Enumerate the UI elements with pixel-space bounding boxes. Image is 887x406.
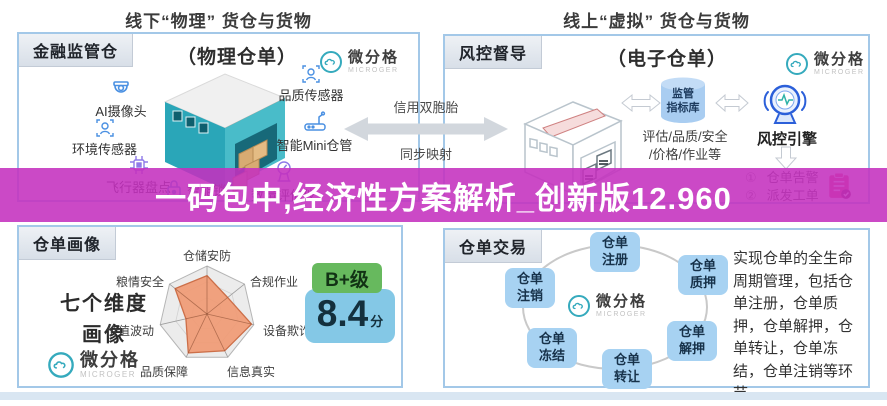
- promo-banner: 一码包中,经济性方案解析_创新版12.960: [0, 168, 887, 222]
- sync-arrow-icon: [715, 93, 749, 113]
- dimension-title: 七个维度 画像: [60, 293, 148, 346]
- node-receipt-transfer: 仓单 转让: [602, 349, 652, 389]
- node-receipt-release: 仓单 解押: [667, 321, 717, 361]
- bridge-bottom-label: 同步映射: [399, 147, 452, 162]
- panel-receipt-trading: 仓单交易 仓单 注册 仓单 质押 仓单 解押 仓单 转让 仓单 冻结 仓单 注销…: [443, 228, 870, 402]
- microger-logo-icon: [568, 295, 590, 317]
- microger-logo-icon: [48, 352, 74, 378]
- promo-banner-text: 一码包中,经济性方案解析_创新版12.960: [155, 180, 732, 216]
- badge-financial-supervision: 金融监管仓: [19, 34, 134, 67]
- score-unit: 分: [370, 314, 384, 329]
- brand-name: 微分格: [80, 350, 140, 370]
- header-virtual-column: 线上“虚拟” 货仓与货物: [563, 12, 750, 31]
- brand-subname: MICROGER: [596, 311, 647, 318]
- brand-subname: MICROGER: [348, 67, 399, 74]
- brand-subname: MICROGER: [814, 69, 865, 76]
- device-label: 品质传感器: [278, 88, 344, 103]
- sensor-icon: [95, 119, 114, 137]
- double-arrow-icon: [344, 117, 508, 141]
- device-env-sensor: 环境传感器: [52, 118, 157, 158]
- device-ai-camera: AI摄像头: [81, 80, 161, 120]
- device-label: AI摄像头: [95, 104, 147, 119]
- device-quality-sensor: 品质传感器: [261, 64, 361, 104]
- db-description: 评估/品质/安全 /价格/作业等: [642, 129, 728, 163]
- supervision-index-db: 监管 指标库: [658, 76, 708, 124]
- radar-axis-label: 仓储安防: [182, 249, 231, 263]
- score-value: 8.4: [316, 293, 369, 334]
- brand-name: 微分格: [814, 51, 866, 68]
- node-receipt-cancel: 仓单 注销: [505, 268, 555, 308]
- lifecycle-description: 实现仓单的全生命周期管理，包括仓单注册，仓单质押，仓单解押，仓单转让，仓单冻结，…: [733, 250, 854, 402]
- db-label: 监管 指标库: [666, 88, 700, 114]
- microger-logo-icon: [320, 51, 342, 73]
- brand-name: 微分格: [348, 49, 400, 66]
- down-arrow-icon: [775, 146, 797, 170]
- radar-axis-label: 粮情安全: [115, 275, 164, 289]
- subtitle-electronic-receipt: （电子仓单）: [607, 49, 728, 70]
- node-receipt-register: 仓单 注册: [590, 232, 640, 272]
- microger-logo-icon: [786, 53, 808, 75]
- camera-icon: [113, 81, 129, 93]
- credit-twin-bridge: 信用双胞胎 同步映射: [341, 100, 511, 162]
- node-receipt-freeze: 仓单 冻结: [527, 328, 577, 368]
- risk-engine-label: 风控引擎: [757, 131, 818, 148]
- panel-receipt-portrait: 仓单画像 七个维度 画像 仓储安防 合规作业 设备欺诈 信息真实 品质保障 价值…: [17, 225, 403, 388]
- microger-logo: 微分格 MICROGER: [567, 294, 647, 318]
- score-badge: 8.4 分: [305, 289, 395, 343]
- radar-axis-label: 品质保障: [139, 365, 188, 379]
- radar-chart: [159, 265, 255, 358]
- radar-chart-area: 仓储安防 合规作业 设备欺诈 信息真实 品质保障 价值波动 粮情安全: [106, 249, 311, 380]
- risk-engine-icon: [763, 84, 807, 124]
- database-icon: [661, 77, 705, 123]
- footer-strip: [0, 392, 887, 400]
- badge-receipt-trading: 仓单交易: [445, 230, 543, 263]
- radar-axis-label: 合规作业: [249, 275, 298, 289]
- radar-axis-label: 设备欺诈: [262, 324, 311, 338]
- badge-receipt-portrait: 仓单画像: [19, 227, 117, 260]
- brand-name: 微分格: [596, 293, 648, 310]
- microger-logo: 微分格 MICROGER: [785, 52, 865, 76]
- device-label: 环境传感器: [71, 142, 137, 157]
- radar-axis-label: 价值波动: [105, 324, 154, 338]
- microger-logo: 微分格 MICROGER: [47, 351, 140, 379]
- header-physical-column: 线下“物理” 货仓与货物: [125, 12, 312, 31]
- node-receipt-pledge: 仓单 质押: [678, 255, 728, 295]
- radar-axis-label: 信息真实: [226, 365, 275, 379]
- device-mini-keeper: 智能Mini仓管: [257, 110, 372, 154]
- brand-subname: MICROGER: [80, 370, 136, 379]
- sync-arrow-icon: [621, 93, 661, 113]
- bridge-top-label: 信用双胞胎: [393, 100, 459, 115]
- subtitle-physical-receipt: （物理仓单）: [177, 47, 298, 68]
- microger-logo: 微分格 MICROGER: [319, 50, 399, 74]
- badge-risk-supervision: 风控督导: [445, 36, 543, 69]
- router-icon: [303, 111, 326, 131]
- grade-badge: B+级: [312, 263, 382, 293]
- sensor-icon: [302, 65, 320, 83]
- device-label: 智能Mini仓管: [276, 138, 353, 153]
